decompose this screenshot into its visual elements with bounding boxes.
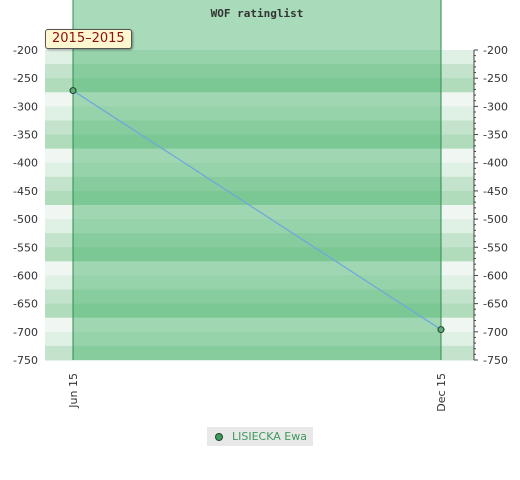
y-tick-label-right: -600 bbox=[483, 269, 508, 282]
y-tick-label-right: -250 bbox=[483, 72, 508, 85]
y-tick-label-left: -650 bbox=[13, 298, 38, 311]
background-band bbox=[45, 317, 474, 333]
y-tick-label-right: -750 bbox=[483, 354, 508, 367]
period-badge: 2015–2015 bbox=[45, 29, 132, 49]
x-axis: Jun 15 Dec 15 bbox=[67, 373, 448, 412]
background-band bbox=[45, 261, 474, 276]
y-tick-label-left: -350 bbox=[13, 129, 38, 142]
background-band bbox=[45, 289, 474, 305]
y-tick-label-right: -450 bbox=[483, 185, 508, 198]
background-band bbox=[45, 190, 474, 206]
background-band bbox=[45, 120, 474, 136]
y-tick-label-left: -700 bbox=[13, 326, 38, 339]
y-tick-label-right: -350 bbox=[483, 129, 508, 142]
background-bands bbox=[45, 50, 474, 361]
background-band bbox=[45, 106, 474, 121]
y-tick-label-left: -200 bbox=[13, 44, 38, 57]
background-band bbox=[45, 176, 474, 192]
background-band bbox=[45, 345, 474, 361]
background-band bbox=[45, 233, 474, 248]
background-band bbox=[45, 219, 474, 234]
series-layer bbox=[69, 87, 445, 334]
y-tick-label-left: -550 bbox=[13, 241, 38, 254]
legend-marker bbox=[215, 432, 223, 441]
background-band bbox=[45, 92, 474, 107]
y-tick-label-left: -450 bbox=[13, 185, 38, 198]
y-tick-label-left: -600 bbox=[13, 269, 38, 282]
y-tick-label-right: -550 bbox=[483, 241, 508, 254]
y-tick-label-left: -400 bbox=[13, 157, 38, 170]
legend[interactable]: LISIECKA Ewa bbox=[207, 427, 313, 446]
y-tick-label-left: -500 bbox=[13, 213, 38, 226]
y-axis-right: -200 -250 -300 -350 -400 -450 -500 -550 -600 -650… bbox=[473, 44, 508, 367]
x-tick-label: Dec 15 bbox=[435, 373, 448, 412]
series-point bbox=[437, 326, 445, 334]
y-tick-label-right: -200 bbox=[483, 44, 508, 57]
legend-series-label: LISIECKA Ewa bbox=[232, 430, 307, 443]
y-tick-label-right: -650 bbox=[483, 298, 508, 311]
y-tick-label-right: -400 bbox=[483, 157, 508, 170]
y-tick-label-right: -300 bbox=[483, 100, 508, 113]
background-band bbox=[45, 148, 474, 164]
series-point bbox=[69, 87, 77, 95]
y-tick-label-left: -250 bbox=[13, 72, 38, 85]
range-area bbox=[73, 0, 441, 360]
background-band bbox=[45, 50, 474, 65]
chart-title: WOF ratinglist bbox=[211, 7, 304, 20]
y-axis-left: -200 -250 -300 -350 -400 -450 -500 -550 -600 -650… bbox=[13, 44, 38, 367]
y-tick-label-right: -500 bbox=[483, 213, 508, 226]
series-line bbox=[72, 90, 442, 331]
background-band bbox=[45, 134, 474, 150]
y-tick-label-left: -750 bbox=[13, 354, 38, 367]
background-band bbox=[45, 64, 474, 79]
background-band bbox=[45, 275, 474, 291]
x-tick-label: Jun 15 bbox=[67, 373, 80, 409]
background-band bbox=[45, 162, 474, 178]
background-band bbox=[45, 247, 474, 262]
y-tick-label-left: -300 bbox=[13, 100, 38, 113]
background-band bbox=[45, 78, 474, 93]
y-tick-label-right: -700 bbox=[483, 326, 508, 339]
background-band bbox=[45, 303, 474, 319]
background-band bbox=[45, 331, 474, 347]
